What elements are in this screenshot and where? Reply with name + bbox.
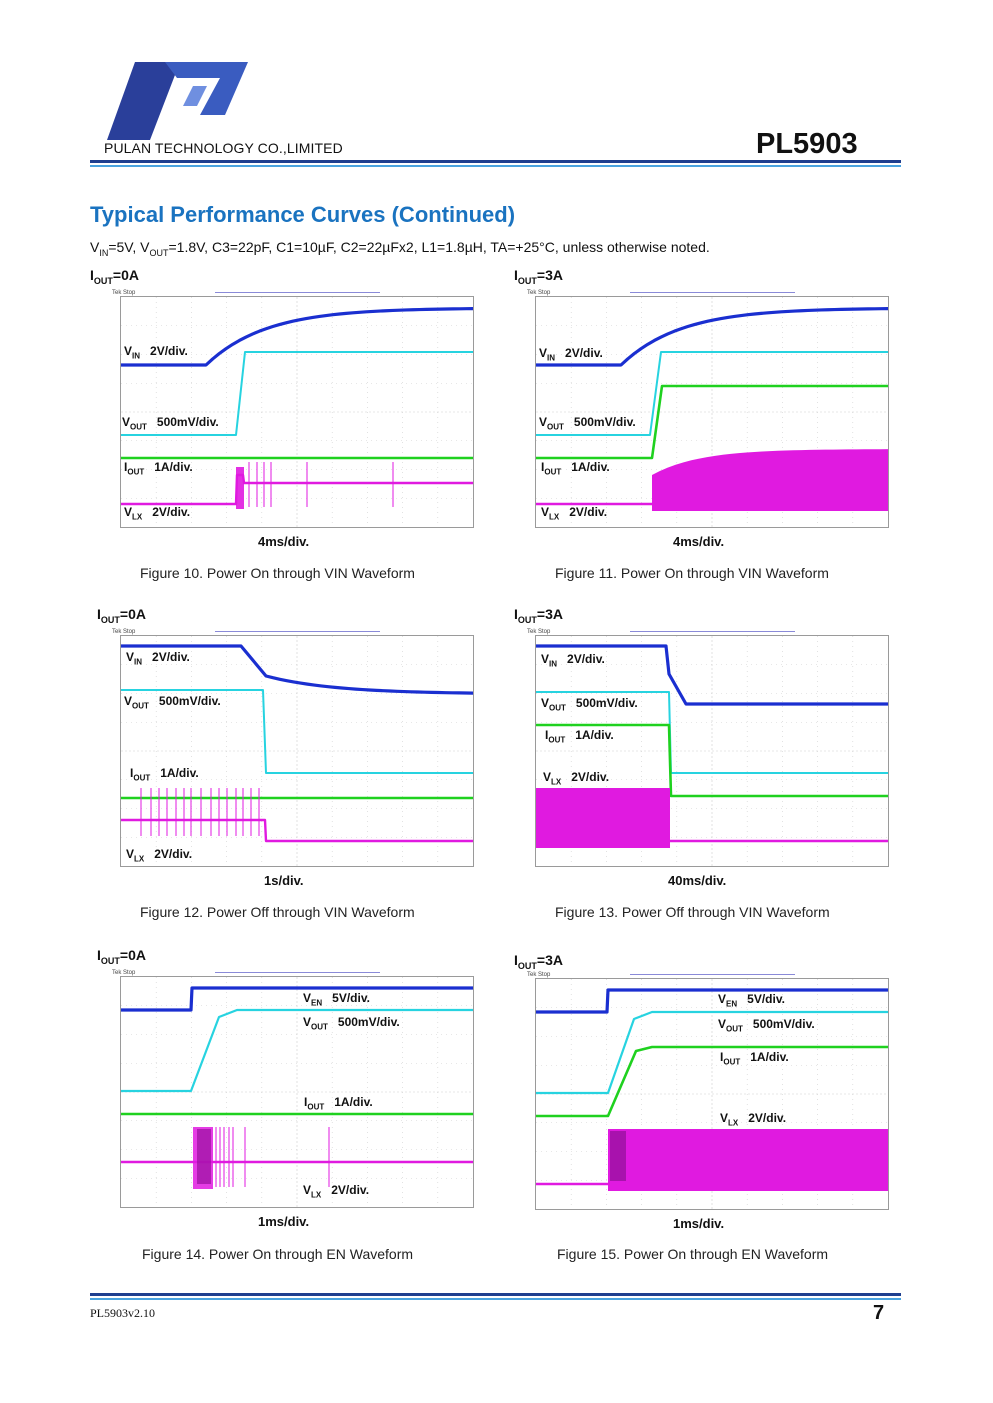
trace-vlx-burst [608,1129,888,1191]
company-name: PULAN TECHNOLOGY CO.,LIMITED [104,140,343,156]
figure-caption: Figure 10. Power On through VIN Waveform [140,565,415,581]
trace-vlx-spikes [248,462,394,507]
trigger-marker [630,292,795,293]
trace-vlx-core [610,1131,626,1181]
trace-ven [536,988,888,1014]
trace-vlx-spikes [140,788,260,836]
page-number: 7 [873,1302,885,1324]
trace-vlx-burst [652,449,888,511]
pulan-logo-icon [107,62,248,140]
figure-caption: Figure 14. Power On through EN Waveform [142,1246,414,1262]
figure-load-label: IOUT=3A [514,267,563,286]
timebase-label: 1ms/div. [673,1216,725,1231]
trace-label: VOUT 500mV/div. [122,415,219,432]
trace-vlx-burst [236,467,244,509]
trace-label: VIN 2V/div. [124,344,188,361]
trigger-marker [630,631,795,632]
trace-iout [536,384,888,460]
figure-caption: Figure 11. Power On through VIN Waveform [555,565,829,581]
trace-vlx-spikes [215,1127,330,1187]
oscilloscope-plot [120,296,474,528]
oscilloscope-plot [120,635,474,867]
trace-label: VLX 2V/div. [541,505,608,522]
trace-vin [536,307,888,367]
figure-caption: Figure 12. Power Off through VIN Wavefor… [140,904,415,920]
footer-rule-accent [90,1298,901,1300]
figure-caption: Figure 15. Power On through EN Waveform [557,1246,829,1262]
scope-status: Tek Stop [527,290,551,296]
header-rule [90,160,901,163]
trace-label: VLX 2V/div. [126,847,193,864]
trace-label: IOUT 1A/div. [545,728,614,745]
figure-load-label: IOUT=0A [90,267,139,286]
trace-vout [536,351,888,436]
trace-label: VLX 2V/div. [543,770,610,787]
trace-iout [536,723,888,798]
scope-grid [121,297,473,527]
scope-status: Tek Stop [112,970,136,976]
header-rule-accent [90,165,901,167]
trace-label: VOUT 500mV/div. [541,696,638,713]
trace-label: IOUT 1A/div. [541,460,610,477]
trace-vlx [121,818,473,843]
part-number: PL5903 [756,128,858,160]
trace-label: VOUT 500mV/div. [303,1015,400,1032]
trace-label: VOUT 500mV/div. [124,694,221,711]
timebase-label: 1s/div. [264,873,304,888]
footer-rule [90,1293,901,1296]
trace-vin [536,644,888,706]
trace-iout [536,1045,888,1118]
trace-label: IOUT 1A/div. [304,1095,373,1112]
oscilloscope-plot [535,296,889,528]
trace-label: IOUT 1A/div. [720,1050,789,1067]
scope-status: Tek Stop [112,629,136,635]
timebase-label: 1ms/div. [258,1214,310,1229]
scope-status: Tek Stop [527,629,551,635]
figure-load-label: IOUT=0A [97,947,146,966]
trace-vout [121,351,473,436]
scope-status: Tek Stop [527,972,551,978]
timebase-label: 40ms/div. [668,873,727,888]
trace-label: VOUT 500mV/div. [539,415,636,432]
trace-label: VIN 2V/div. [539,346,603,363]
doc-version: PL5903v2.10 [90,1306,156,1320]
figure-load-label: IOUT=3A [514,952,563,971]
section-title: Typical Performance Curves (Continued) [90,202,516,227]
trigger-marker [215,631,380,632]
trace-label: IOUT 1A/div. [124,460,193,477]
trace-label: VEN 5V/div. [303,991,370,1008]
oscilloscope-plot [120,976,474,1208]
figure-load-label: IOUT=0A [97,606,146,625]
trace-vin [121,307,473,367]
trace-label: VOUT 500mV/div. [718,1017,815,1034]
trace-vin [121,644,473,695]
trace-label: VLX 2V/div. [720,1111,787,1128]
trace-vout [536,1010,888,1095]
trace-label: VIN 2V/div. [126,650,190,667]
scope-grid [121,636,473,866]
trace-label: VIN 2V/div. [541,652,605,669]
timebase-label: 4ms/div. [258,534,310,549]
scope-grid [536,636,888,866]
oscilloscope-plot [535,635,889,867]
oscilloscope-plot [535,978,889,1210]
trace-label: IOUT 1A/div. [130,766,199,783]
timebase-label: 4ms/div. [673,534,725,549]
trace-vlx-burst [536,788,670,848]
scope-status: Tek Stop [112,290,136,296]
trace-vlx-core [197,1129,211,1184]
test-conditions: VIN=5V, VOUT=1.8V, C3=22pF, C1=10µF, C2=… [90,239,710,258]
trace-vout [121,1008,473,1093]
trigger-marker [215,972,380,973]
trace-label: VLX 2V/div. [124,505,191,522]
figure-load-label: IOUT=3A [514,606,563,625]
trigger-marker [215,292,380,293]
trace-vout [121,689,473,774]
trace-ven [121,986,473,1012]
trigger-marker [630,974,795,975]
figure-caption: Figure 13. Power Off through VIN Wavefor… [555,904,830,920]
trace-label: VEN 5V/div. [718,992,785,1009]
trace-label: VLX 2V/div. [303,1183,370,1200]
